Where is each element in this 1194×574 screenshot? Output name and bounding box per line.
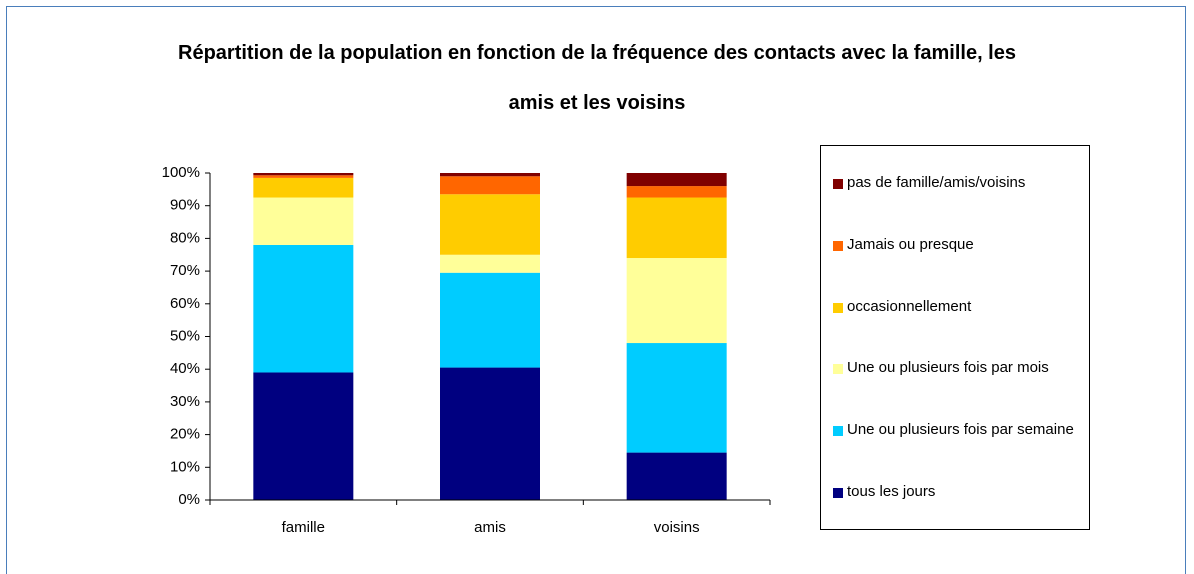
legend-item: Une ou plusieurs fois par semaine: [833, 418, 1081, 442]
x-tick-label: famille: [282, 519, 325, 536]
bar-segment: [253, 175, 354, 178]
x-tick-label: amis: [474, 519, 506, 536]
bar-segment: [440, 176, 540, 195]
bar-segment: [440, 194, 540, 255]
bar-segment: [440, 254, 540, 273]
y-tick-label: 90%: [170, 197, 200, 214]
bar-segment: [626, 173, 727, 187]
x-tick-label: voisins: [654, 519, 700, 536]
y-tick-label: 60%: [170, 295, 200, 312]
bar-segment: [253, 177, 354, 198]
legend-swatch: [833, 488, 843, 499]
legend-swatch: [833, 364, 843, 375]
legend-label: Une ou plusieurs fois par semaine: [847, 421, 1074, 439]
legend-swatch: [833, 240, 843, 251]
bar-segment: [626, 343, 727, 453]
legend: pas de famille/amis/voisins Jamais ou pre…: [820, 145, 1090, 530]
legend-swatch: [833, 178, 843, 189]
bar-segment: [626, 258, 727, 344]
y-tick-label: 10%: [170, 458, 200, 475]
legend-item: Une ou plusieurs fois par mois: [833, 356, 1081, 380]
y-tick-label: 80%: [170, 229, 200, 246]
y-tick-label: 20%: [170, 426, 200, 443]
legend-label: pas de famille/amis/voisins: [847, 173, 1026, 191]
bar-segment: [440, 272, 540, 368]
legend-label: Une ou plusieurs fois par mois: [847, 359, 1049, 377]
bar-segment: [626, 452, 727, 500]
bar-segment: [440, 173, 540, 177]
y-tick-label: 0%: [178, 491, 200, 508]
bar-segment: [626, 186, 727, 198]
legend-item: pas de famille/amis/voisins: [833, 171, 1081, 195]
legend-label: tous les jours: [847, 483, 936, 501]
chart-frame: [6, 6, 1186, 574]
y-tick-label: 40%: [170, 360, 200, 377]
bar-segment: [253, 372, 354, 500]
y-tick-label: 50%: [170, 327, 200, 344]
legend-label: Jamais ou presque: [847, 235, 974, 253]
bar-segment: [626, 197, 727, 259]
legend-label: occasionnellement: [847, 297, 972, 315]
legend-item: occasionnellement: [833, 295, 1081, 319]
bar-segment: [253, 244, 354, 373]
bar-segment: [253, 197, 354, 245]
bar-segment: [253, 173, 354, 176]
y-tick-label: 30%: [170, 393, 200, 410]
legend-swatch: [833, 426, 843, 437]
legend-item: tous les jours: [833, 480, 1081, 504]
bar-segment: [440, 367, 540, 500]
legend-swatch: [833, 302, 843, 313]
y-tick-label: 70%: [170, 262, 200, 279]
legend-item: Jamais ou presque: [833, 233, 1081, 257]
chart-title: Répartition de la population en fonction…: [178, 42, 1016, 114]
y-tick-label: 100%: [162, 164, 200, 181]
